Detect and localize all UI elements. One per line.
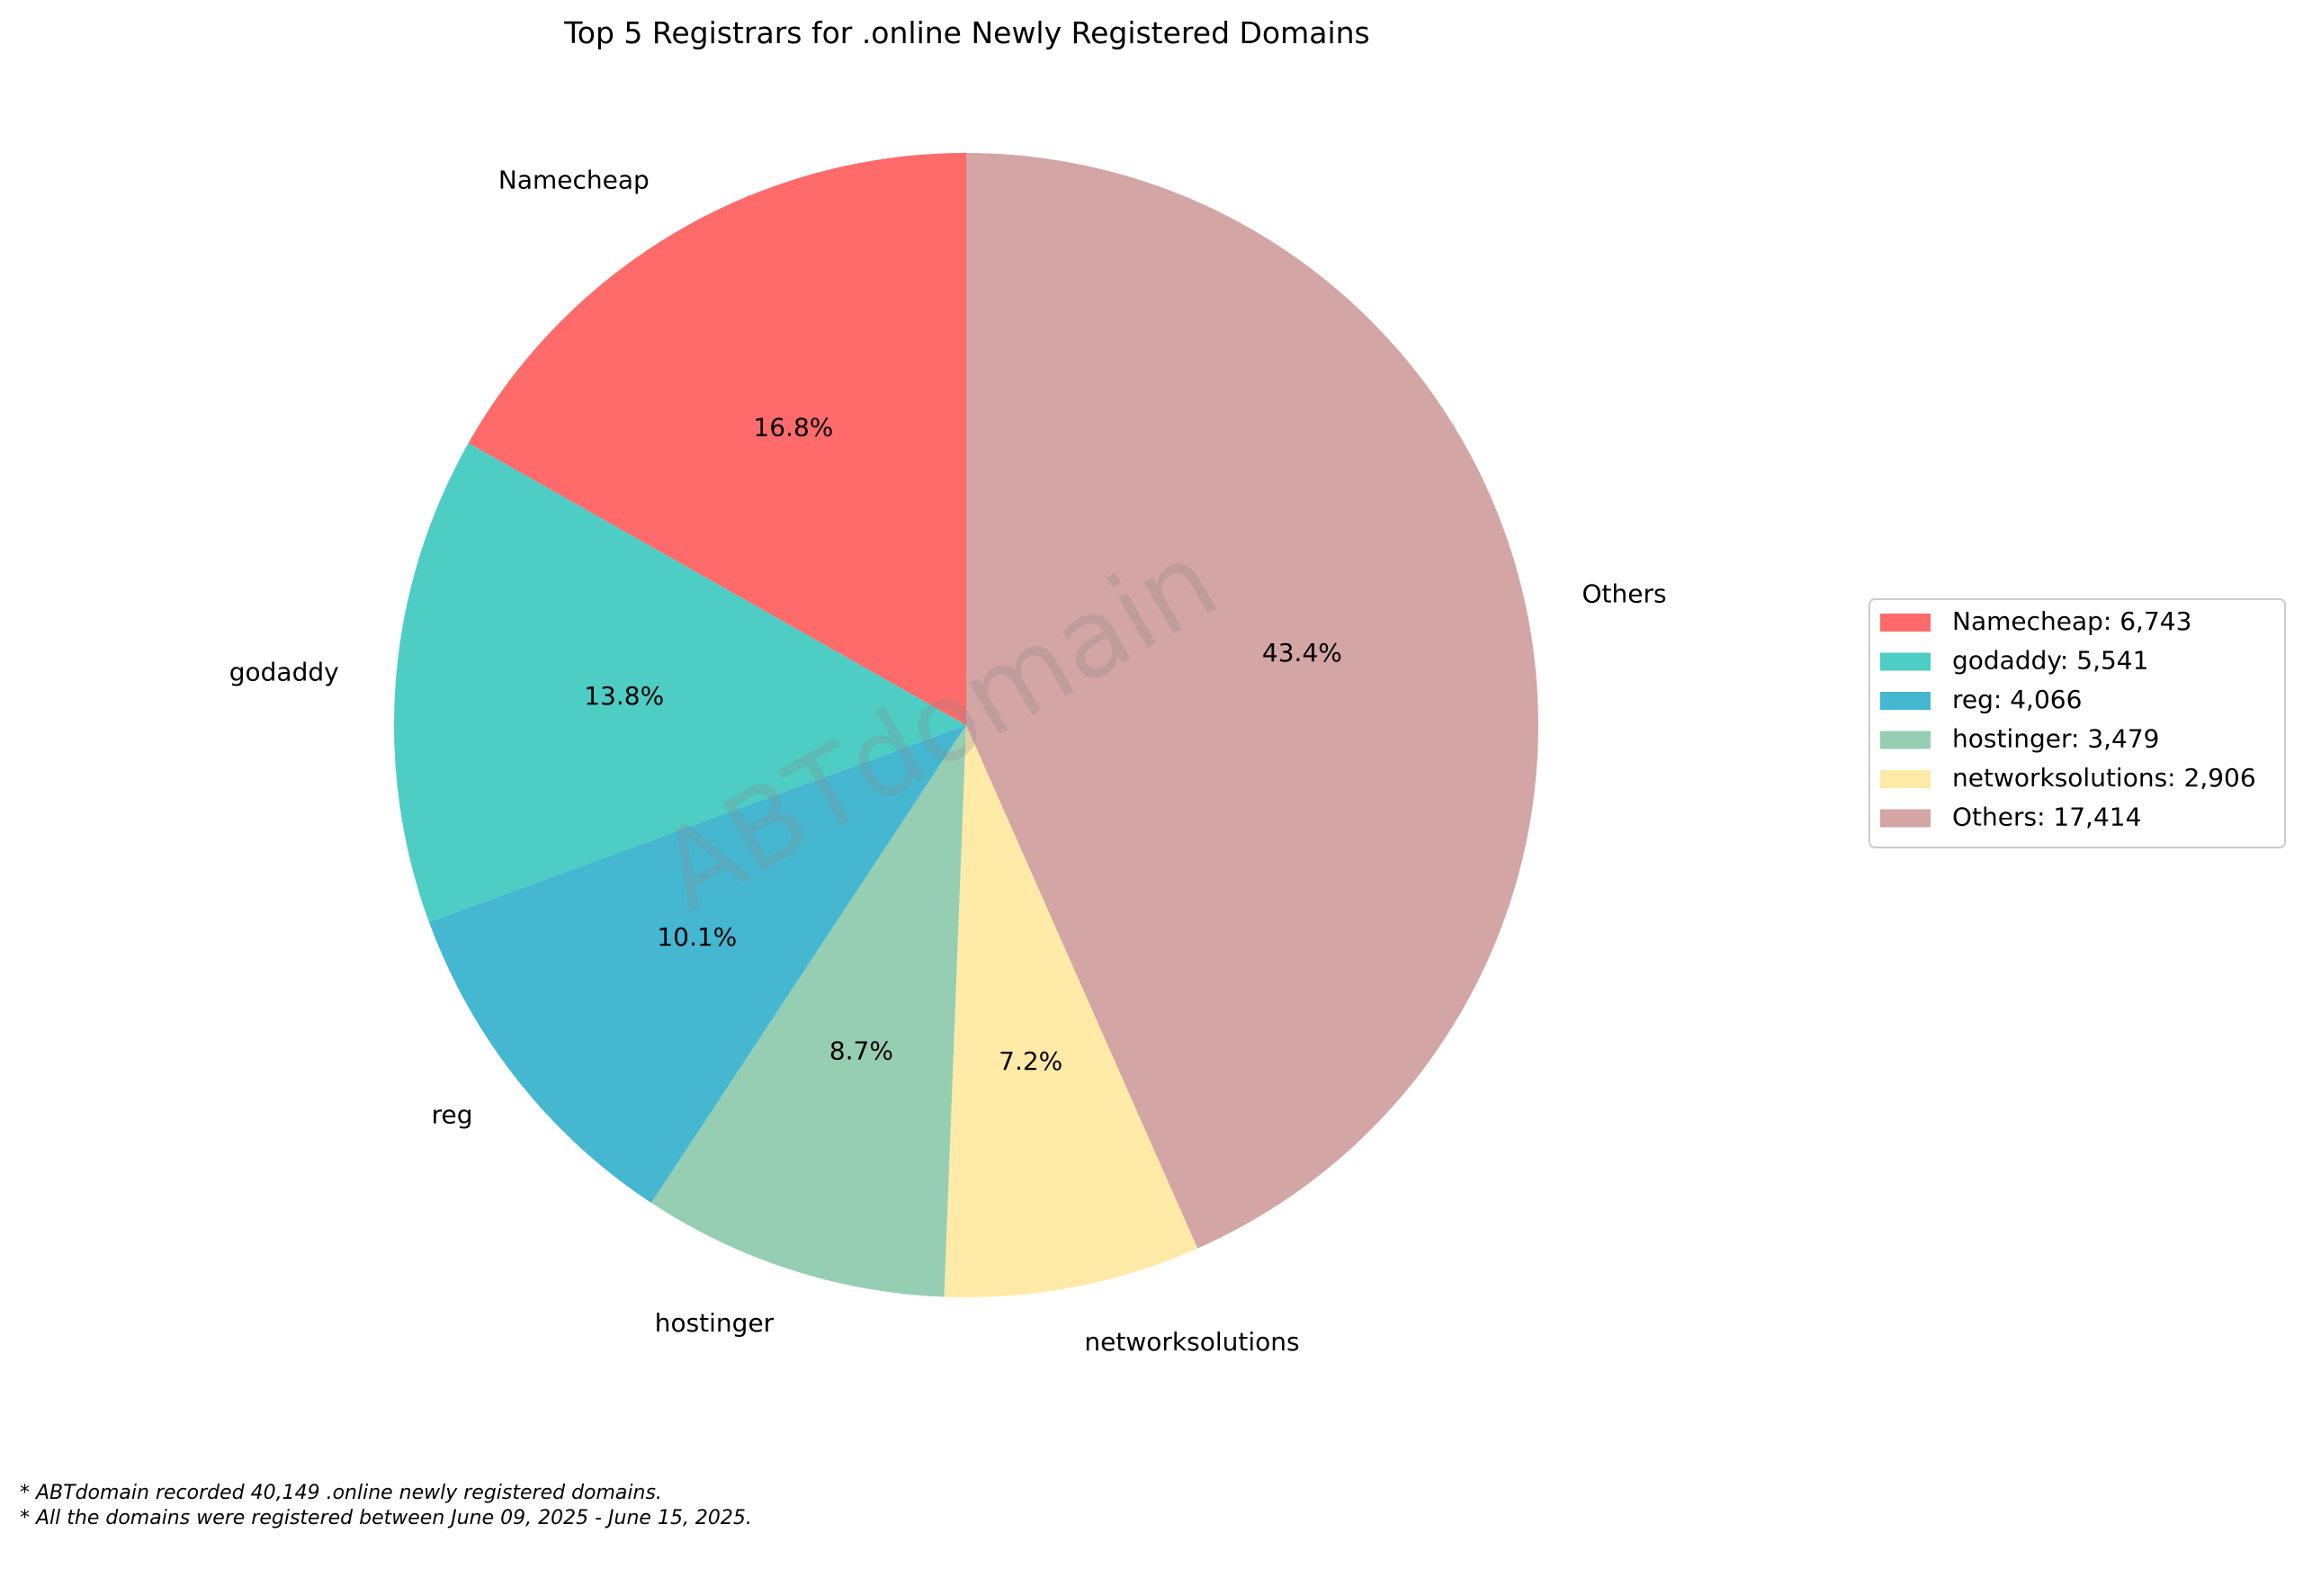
slice-label-others: Others [1582, 578, 1667, 608]
slice-label-networksolutions: networksolutions [1084, 1327, 1299, 1357]
pie-slice-godaddy [393, 443, 966, 923]
legend-label-hostinger: hostinger: 3,479 [1952, 724, 2159, 754]
legend-label-reg: reg: 4,066 [1952, 685, 2082, 714]
legend-swatch-hostinger [1880, 731, 1931, 749]
pie-slice-namecheap [468, 153, 966, 725]
legend-swatch-networksolutions [1880, 770, 1931, 788]
percent-label-networksolutions: 7.2% [999, 1046, 1062, 1076]
legend-label-networksolutions: networksolutions: 2,906 [1952, 763, 2256, 793]
pie-slices [393, 153, 1538, 1297]
legend-frame [1868, 598, 2286, 848]
slice-label-hostinger: hostinger [655, 1308, 775, 1338]
pie-slice-networksolutions [944, 725, 1198, 1297]
legend-swatch-reg [1880, 692, 1931, 710]
pie-slice-others [966, 153, 1538, 1249]
chart-title: Top 5 Registrars for .online Newly Regis… [563, 15, 1370, 50]
percent-label-godaddy: 13.8% [584, 681, 664, 711]
slice-labels: Namecheap godaddy reg hostinger networksolut… [229, 166, 1667, 1358]
slice-label-godaddy: godaddy [229, 658, 339, 687]
percent-label-hostinger: 8.7% [829, 1036, 893, 1065]
footnote-2: * All the domains were registered betwee… [20, 1507, 752, 1529]
pie-slice-reg [428, 725, 966, 1203]
percent-label-others: 43.4% [1262, 638, 1342, 668]
legend-label-others: Others: 17,414 [1952, 802, 2141, 832]
percent-label-namecheap: 16.8% [753, 412, 833, 442]
pie-slice-hostinger [650, 725, 966, 1297]
legend-swatch-godaddy [1880, 652, 1931, 671]
legend: Namecheap: 6,743 godaddy: 5,541 reg: 4,066… [1868, 598, 2286, 848]
percent-labels: 16.8% 13.8% 10.1% 8.7% 7.2% 43.4% [584, 412, 1342, 1076]
footnote-1: * ABTdomain recorded 40,149 .online newl… [20, 1482, 662, 1504]
legend-label-namecheap: Namecheap: 6,743 [1952, 606, 2191, 636]
legend-swatch-others [1880, 809, 1931, 828]
percent-label-reg: 10.1% [657, 922, 737, 952]
legend-label-godaddy: godaddy: 5,541 [1952, 646, 2148, 676]
legend-swatch-namecheap [1880, 614, 1931, 632]
slice-label-namecheap: Namecheap [498, 166, 650, 195]
slice-label-reg: reg [432, 1099, 473, 1129]
